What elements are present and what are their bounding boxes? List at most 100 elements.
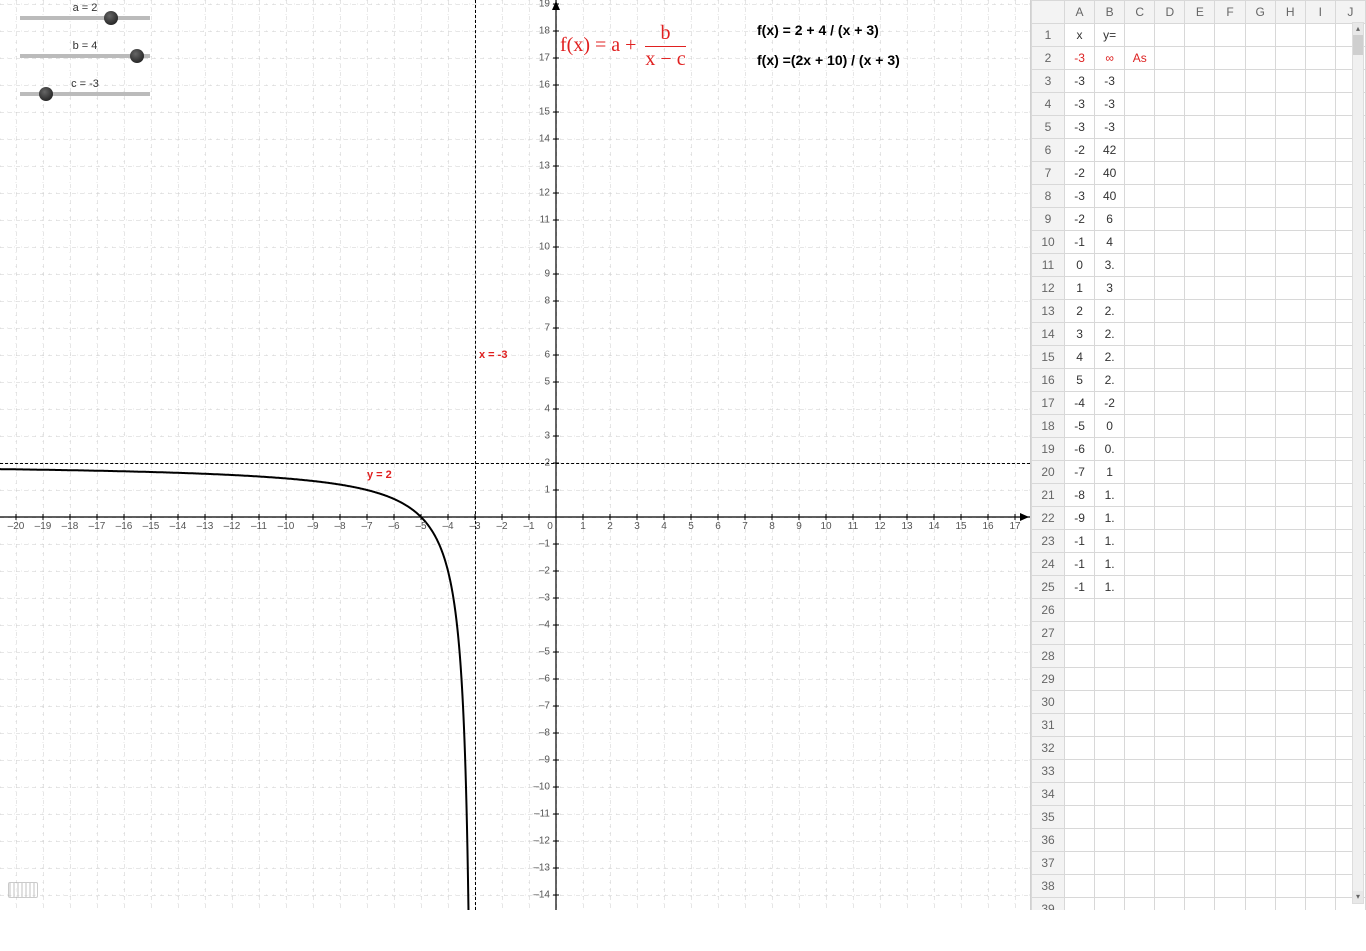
cell[interactable]: -7	[1065, 461, 1095, 484]
cell[interactable]	[1215, 760, 1245, 783]
cell[interactable]	[1155, 300, 1185, 323]
cell[interactable]	[1275, 852, 1305, 875]
cell[interactable]	[1245, 783, 1275, 806]
cell[interactable]: -1	[1065, 553, 1095, 576]
cell[interactable]	[1305, 691, 1335, 714]
cell[interactable]	[1185, 162, 1215, 185]
cell[interactable]	[1305, 737, 1335, 760]
cell[interactable]	[1125, 760, 1155, 783]
cell[interactable]	[1215, 231, 1245, 254]
column-header[interactable]: E	[1185, 1, 1215, 24]
cell[interactable]: -1	[1065, 231, 1095, 254]
cell[interactable]	[1215, 530, 1245, 553]
cell[interactable]	[1185, 898, 1215, 911]
cell[interactable]	[1185, 737, 1215, 760]
column-header[interactable]: B	[1095, 1, 1125, 24]
cell[interactable]	[1185, 185, 1215, 208]
cell[interactable]	[1155, 47, 1185, 70]
slider-c-track[interactable]	[20, 92, 150, 96]
cell[interactable]	[1095, 898, 1125, 911]
row-header[interactable]: 34	[1032, 783, 1065, 806]
cell[interactable]	[1155, 875, 1185, 898]
cell[interactable]	[1155, 277, 1185, 300]
cell[interactable]	[1275, 783, 1305, 806]
cell[interactable]	[1275, 300, 1305, 323]
cell[interactable]	[1215, 484, 1245, 507]
cell[interactable]	[1185, 530, 1215, 553]
cell[interactable]	[1305, 645, 1335, 668]
cell[interactable]	[1305, 392, 1335, 415]
cell[interactable]	[1215, 93, 1245, 116]
cell[interactable]	[1215, 783, 1245, 806]
cell[interactable]	[1215, 737, 1245, 760]
cell[interactable]	[1275, 392, 1305, 415]
cell[interactable]	[1155, 622, 1185, 645]
cell[interactable]	[1275, 415, 1305, 438]
spreadsheet-table[interactable]: ABCDEFGHIJ1xy=2-3∞As3-3-34-3-35-3-36-242…	[1031, 0, 1366, 910]
row-header[interactable]: 5	[1032, 116, 1065, 139]
cell[interactable]	[1095, 714, 1125, 737]
cell[interactable]	[1155, 806, 1185, 829]
cell[interactable]	[1245, 162, 1275, 185]
cell[interactable]	[1185, 783, 1215, 806]
cell[interactable]	[1245, 208, 1275, 231]
vertical-scrollbar[interactable]: ▴ ▾	[1352, 22, 1364, 904]
cell[interactable]	[1155, 737, 1185, 760]
cell[interactable]	[1305, 760, 1335, 783]
cell[interactable]	[1215, 461, 1245, 484]
cell[interactable]	[1275, 254, 1305, 277]
cell[interactable]	[1185, 369, 1215, 392]
table-row[interactable]: 36	[1032, 829, 1366, 852]
table-row[interactable]: 27	[1032, 622, 1366, 645]
cell[interactable]	[1245, 507, 1275, 530]
cell[interactable]: 1	[1095, 461, 1125, 484]
cell[interactable]: -9	[1065, 507, 1095, 530]
cell[interactable]	[1125, 599, 1155, 622]
cell[interactable]	[1155, 323, 1185, 346]
cell[interactable]	[1245, 139, 1275, 162]
cell[interactable]	[1065, 668, 1095, 691]
row-header[interactable]: 22	[1032, 507, 1065, 530]
table-row[interactable]: 26	[1032, 599, 1366, 622]
cell[interactable]	[1155, 783, 1185, 806]
cell[interactable]	[1275, 645, 1305, 668]
cell[interactable]	[1065, 645, 1095, 668]
row-header[interactable]: 29	[1032, 668, 1065, 691]
cell[interactable]	[1095, 668, 1125, 691]
row-header[interactable]: 2	[1032, 47, 1065, 70]
cell[interactable]	[1245, 254, 1275, 277]
cell[interactable]: -3	[1065, 185, 1095, 208]
cell[interactable]	[1305, 622, 1335, 645]
cell[interactable]	[1215, 645, 1245, 668]
table-row[interactable]: 1542.	[1032, 346, 1366, 369]
cell[interactable]: -1	[1065, 530, 1095, 553]
column-header[interactable]: G	[1245, 1, 1275, 24]
cell[interactable]	[1305, 415, 1335, 438]
cell[interactable]	[1305, 806, 1335, 829]
cell[interactable]	[1155, 254, 1185, 277]
cell[interactable]	[1185, 507, 1215, 530]
cell[interactable]	[1185, 93, 1215, 116]
cell[interactable]: 5	[1065, 369, 1095, 392]
cell[interactable]	[1245, 829, 1275, 852]
cell[interactable]	[1245, 875, 1275, 898]
cell[interactable]	[1155, 852, 1185, 875]
cell[interactable]	[1245, 369, 1275, 392]
cell[interactable]: 3.	[1095, 254, 1125, 277]
cell[interactable]	[1275, 760, 1305, 783]
column-header[interactable]: H	[1275, 1, 1305, 24]
cell[interactable]	[1275, 898, 1305, 911]
cell[interactable]	[1305, 369, 1335, 392]
row-header[interactable]: 32	[1032, 737, 1065, 760]
cell[interactable]	[1245, 898, 1275, 911]
cell[interactable]	[1155, 346, 1185, 369]
cell[interactable]	[1305, 875, 1335, 898]
cell[interactable]	[1245, 576, 1275, 599]
cell[interactable]: -4	[1065, 392, 1095, 415]
cell[interactable]: x	[1065, 24, 1095, 47]
slider-a[interactable]: a = 2	[20, 2, 150, 20]
cell[interactable]	[1245, 47, 1275, 70]
cell[interactable]: 2.	[1095, 369, 1125, 392]
cell[interactable]	[1155, 668, 1185, 691]
row-header[interactable]: 16	[1032, 369, 1065, 392]
